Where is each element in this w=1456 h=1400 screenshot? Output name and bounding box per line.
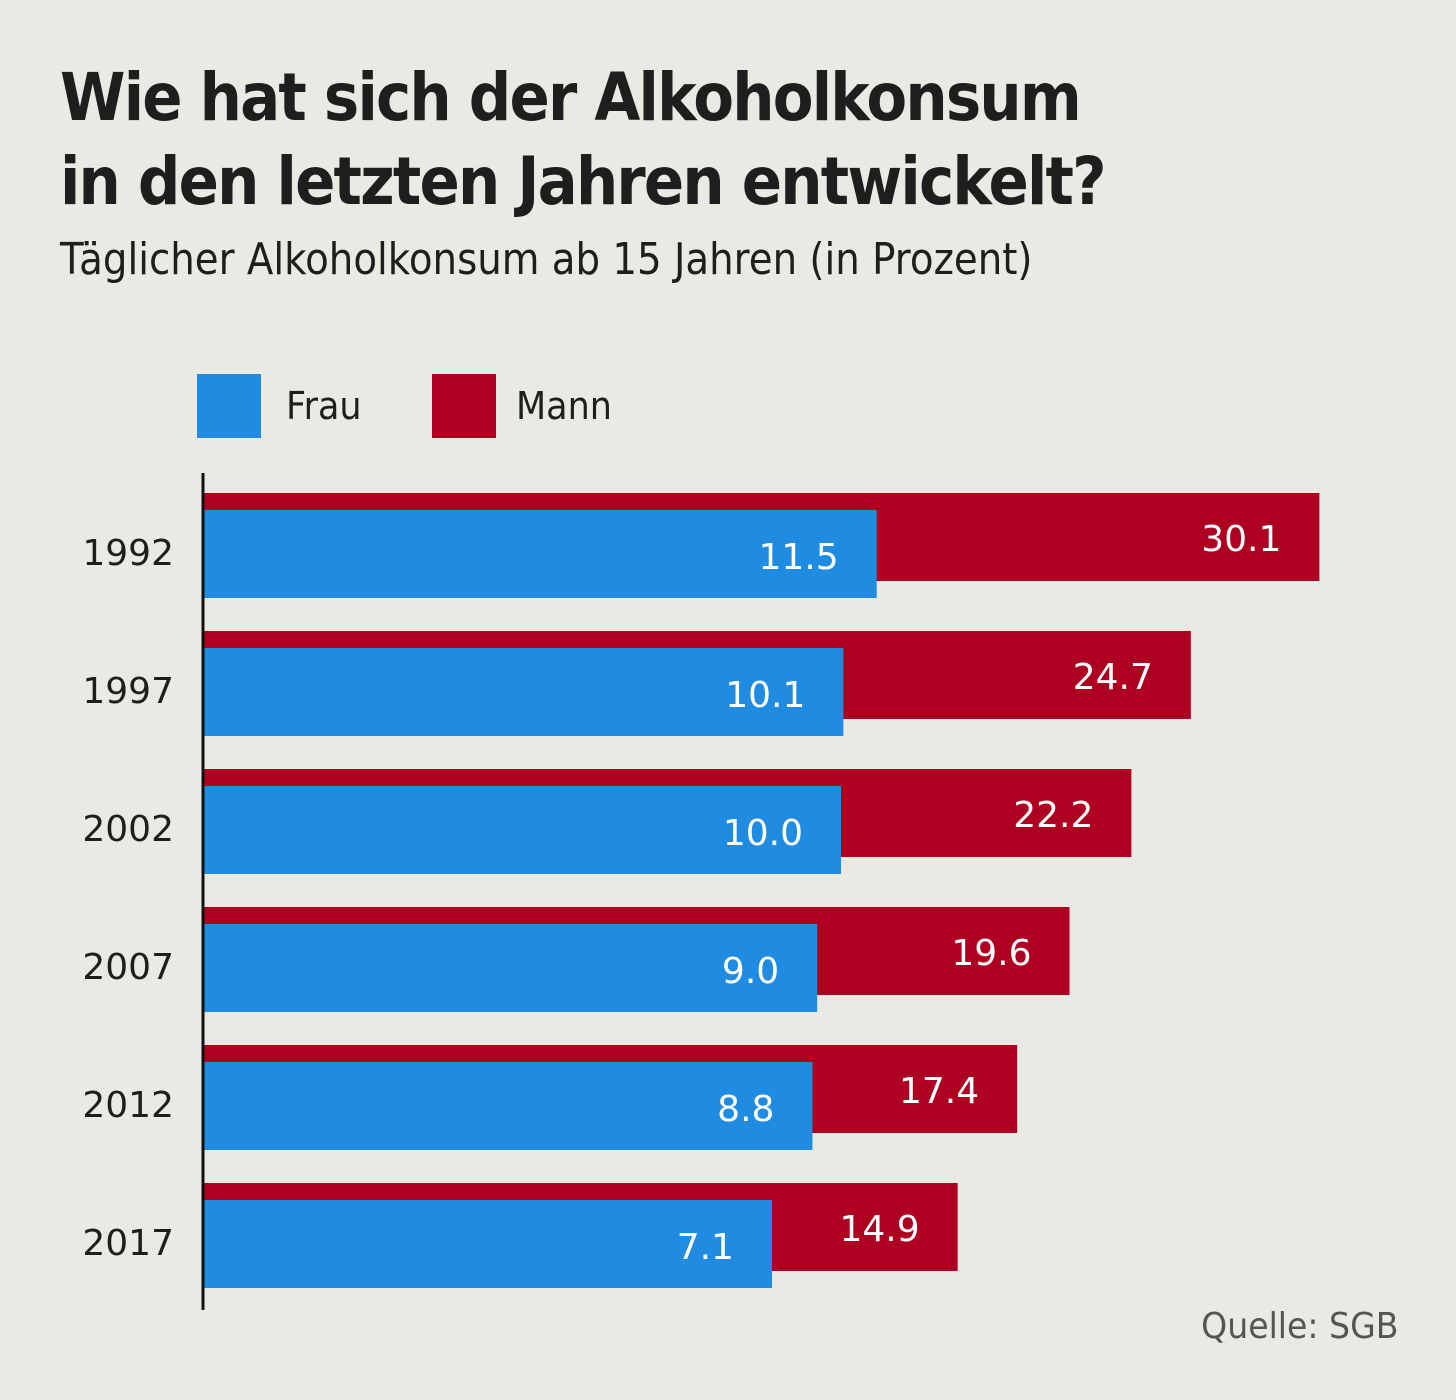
data-label-frau-2017: 7.1 [677,1227,734,1268]
bar-frau-2007 [203,924,818,1012]
source-note: Quelle: SGB [1200,1306,1398,1347]
chart-title: Wie hat sich der Alkoholkonsum in den le… [60,56,1410,224]
data-label-frau-2012: 8.8 [717,1089,774,1130]
data-label-frau-1997: 10.1 [725,675,805,716]
bar-frau-2012 [203,1062,813,1150]
category-label-2007: 2007 [82,947,174,988]
legend-label-mann: Mann [516,384,612,428]
category-label-2002: 2002 [82,809,174,850]
bar-frau-1992 [203,510,877,598]
bar-frau-2017 [203,1200,772,1288]
title-line-2: in den letzten Jahren entwickelt? [60,143,1107,220]
bar-frau-1997 [203,648,844,736]
bar-frau-2002 [203,786,841,874]
data-label-frau-2002: 10.0 [723,813,803,854]
legend-label-frau: Frau [286,384,362,428]
chart-subtitle: Täglicher Alkoholkonsum ab 15 Jahren (in… [60,234,1033,285]
data-label-mann-2007: 19.6 [951,933,1031,974]
data-label-mann-2012: 17.4 [899,1071,979,1112]
category-label-1997: 1997 [82,671,174,712]
data-label-mann-1992: 30.1 [1201,519,1281,560]
category-label-1992: 1992 [82,533,174,574]
category-label-2012: 2012 [82,1085,174,1126]
data-label-mann-2002: 22.2 [1013,795,1093,836]
data-label-mann-2017: 14.9 [839,1209,919,1250]
legend-swatch-frau [197,374,261,438]
category-label-2017: 2017 [82,1223,174,1264]
title-line-1: Wie hat sich der Alkoholkonsum [60,59,1082,136]
data-label-frau-2007: 9.0 [722,951,779,992]
data-label-frau-1992: 11.5 [759,537,839,578]
data-label-mann-1997: 24.7 [1073,657,1153,698]
legend-swatch-mann [432,374,496,438]
